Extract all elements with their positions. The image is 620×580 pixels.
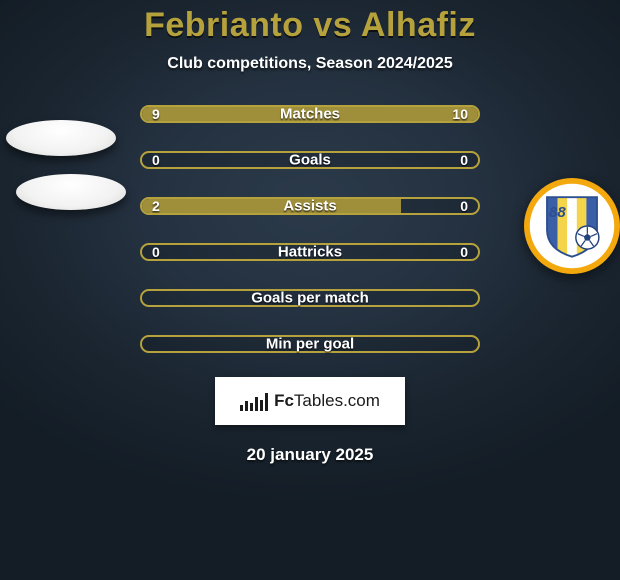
- brand-bold: Fc: [274, 391, 294, 410]
- brand-badge: FcTables.com: [215, 377, 405, 425]
- stat-fill-left: [142, 199, 401, 213]
- date-label: 20 january 2025: [247, 445, 374, 465]
- brand-bars-icon: [240, 391, 268, 411]
- stat-row: Goals 0 0: [0, 151, 620, 169]
- brand-light: Tables.com: [294, 391, 380, 410]
- stat-row-empty: Min per goal: [0, 335, 620, 353]
- subtitle: Club competitions, Season 2024/2025: [167, 55, 452, 73]
- stat-row: Matches 9 10: [0, 105, 620, 123]
- stat-label: Goals: [289, 152, 331, 169]
- page-title: Febrianto vs Alhafiz: [144, 6, 476, 45]
- stat-value-right: 0: [460, 198, 468, 214]
- brand-text: FcTables.com: [274, 391, 380, 411]
- stat-label: Min per goal: [266, 336, 354, 353]
- comparison-card: Febrianto vs Alhafiz Club competitions, …: [0, 0, 620, 580]
- stat-label: Assists: [283, 198, 336, 215]
- stat-row-empty: Goals per match: [0, 289, 620, 307]
- stat-row: Assists 2 0: [0, 197, 620, 215]
- stat-value-right: 0: [460, 244, 468, 260]
- stat-value-right: 0: [460, 152, 468, 168]
- stat-value-left: 0: [152, 244, 160, 260]
- stat-value-left: 2: [152, 198, 160, 214]
- stat-value-left: 0: [152, 152, 160, 168]
- stat-row: Hattricks 0 0: [0, 243, 620, 261]
- stat-label: Goals per match: [251, 290, 369, 307]
- stat-value-right: 10: [452, 106, 468, 122]
- stat-fill-left: [142, 107, 300, 121]
- stat-label: Matches: [280, 106, 340, 123]
- stat-value-left: 9: [152, 106, 160, 122]
- stat-label: Hattricks: [278, 244, 342, 261]
